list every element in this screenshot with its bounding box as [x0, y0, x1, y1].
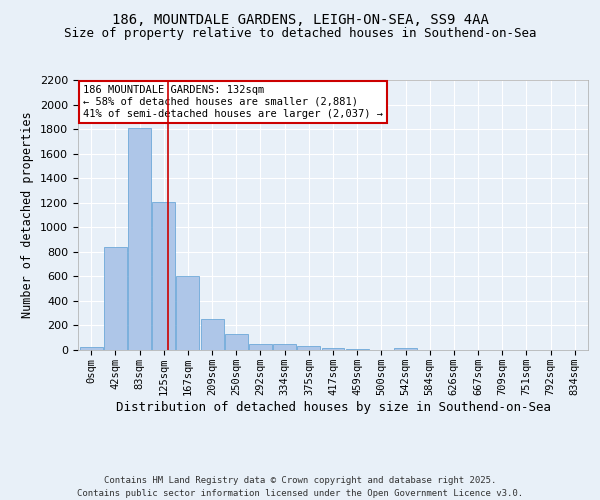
Text: Size of property relative to detached houses in Southend-on-Sea: Size of property relative to detached ho…	[64, 28, 536, 40]
Bar	[249, 344, 272, 350]
Bar	[298, 346, 320, 350]
Bar	[225, 334, 248, 350]
Bar	[176, 276, 199, 350]
Text: 186 MOUNTDALE GARDENS: 132sqm
← 58% of detached houses are smaller (2,881)
41% o: 186 MOUNTDALE GARDENS: 132sqm ← 58% of d…	[83, 86, 383, 118]
Y-axis label: Number of detached properties: Number of detached properties	[22, 112, 34, 318]
Bar	[80, 347, 103, 350]
Text: 186, MOUNTDALE GARDENS, LEIGH-ON-SEA, SS9 4AA: 186, MOUNTDALE GARDENS, LEIGH-ON-SEA, SS…	[112, 12, 488, 26]
Bar	[128, 128, 151, 350]
Bar	[104, 247, 127, 350]
Bar	[152, 202, 175, 350]
X-axis label: Distribution of detached houses by size in Southend-on-Sea: Distribution of detached houses by size …	[115, 400, 551, 413]
Bar	[200, 318, 224, 350]
Bar	[322, 348, 344, 350]
Text: Contains HM Land Registry data © Crown copyright and database right 2025.
Contai: Contains HM Land Registry data © Crown c…	[77, 476, 523, 498]
Bar	[394, 348, 417, 350]
Bar	[273, 344, 296, 350]
